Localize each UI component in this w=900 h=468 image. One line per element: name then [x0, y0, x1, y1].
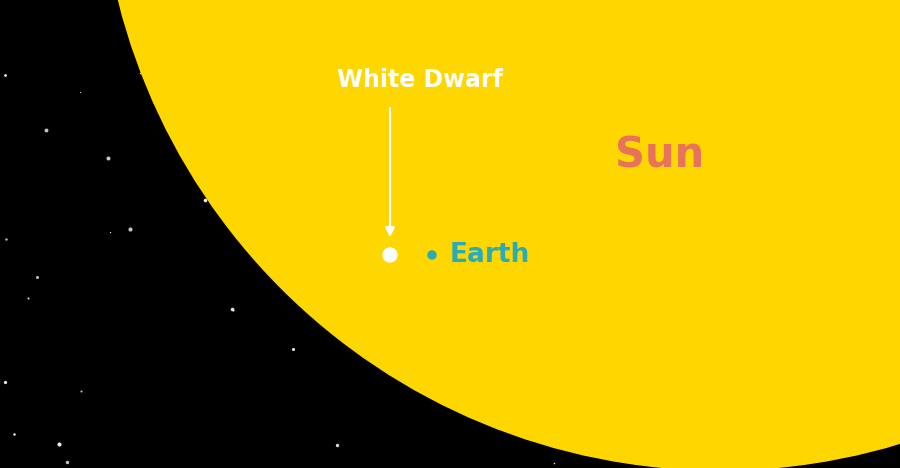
- Circle shape: [428, 251, 436, 259]
- Text: Earth: Earth: [450, 242, 530, 268]
- Text: White Dwarf: White Dwarf: [338, 68, 503, 92]
- Circle shape: [100, 0, 900, 468]
- Text: Sun: Sun: [616, 134, 705, 176]
- Circle shape: [383, 248, 397, 262]
